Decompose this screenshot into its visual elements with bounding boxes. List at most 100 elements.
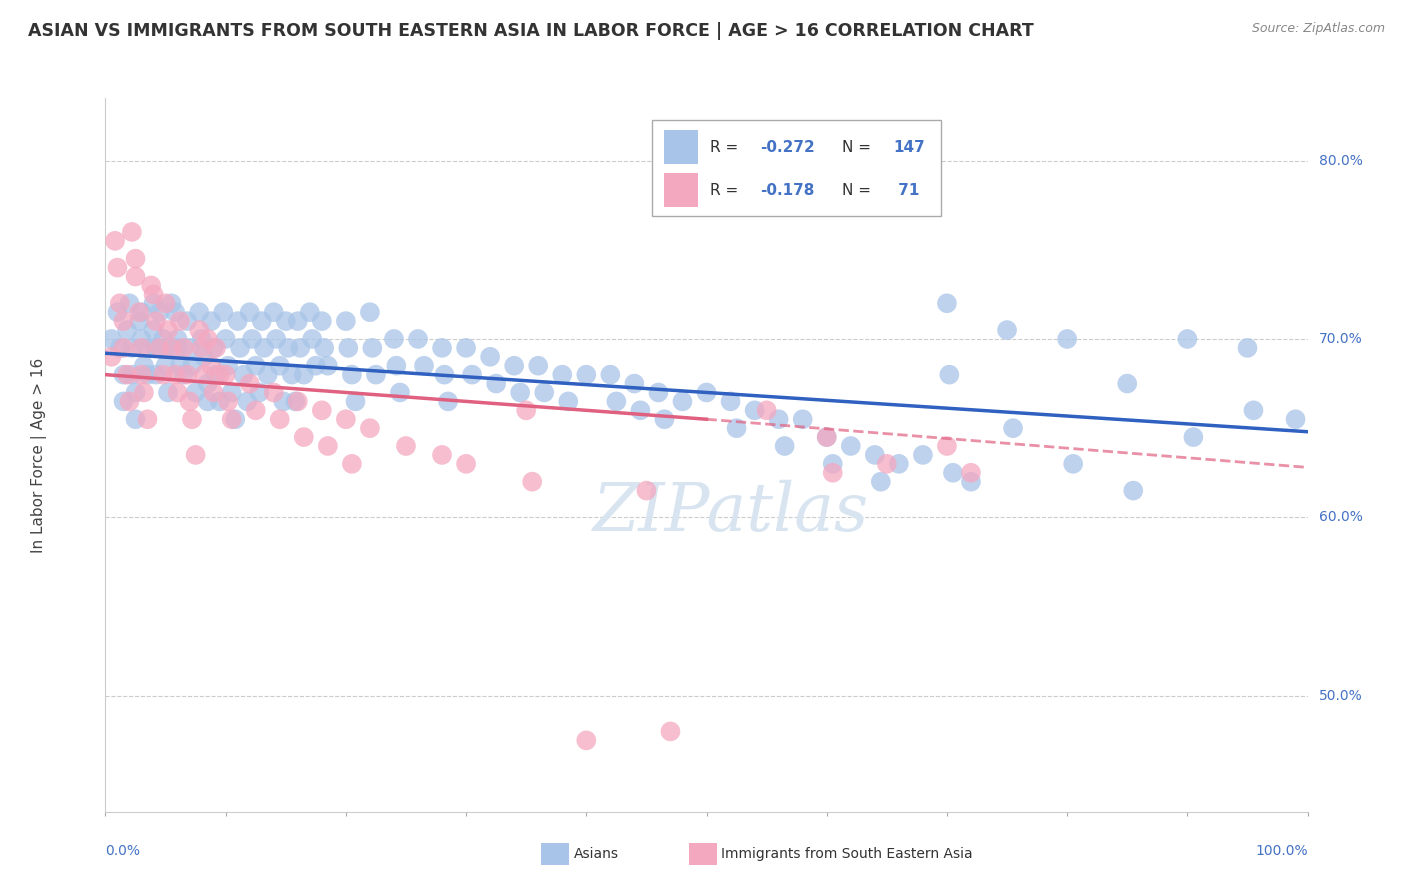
Text: -0.178: -0.178 xyxy=(761,183,815,198)
Point xyxy=(406,332,429,346)
Point xyxy=(214,368,236,382)
Point xyxy=(277,341,299,355)
Point xyxy=(960,466,983,480)
Point xyxy=(128,314,150,328)
Point xyxy=(696,385,718,400)
Point xyxy=(533,385,555,400)
Text: 0.0%: 0.0% xyxy=(105,844,141,858)
Point xyxy=(155,341,177,355)
Text: R =: R = xyxy=(710,140,744,155)
Point xyxy=(264,332,287,346)
Point xyxy=(152,368,174,382)
Point xyxy=(815,430,838,444)
Point xyxy=(557,394,579,409)
Point xyxy=(107,305,129,319)
Point xyxy=(132,385,155,400)
Point xyxy=(284,394,307,409)
Point xyxy=(124,385,146,400)
Point xyxy=(112,314,135,328)
Point xyxy=(142,287,165,301)
Point xyxy=(142,323,165,337)
Point xyxy=(100,350,122,364)
Point xyxy=(575,368,598,382)
Point xyxy=(226,314,249,328)
Point xyxy=(221,412,243,426)
Point xyxy=(269,412,291,426)
Point xyxy=(166,385,188,400)
Point xyxy=(139,278,162,293)
Point xyxy=(623,376,645,391)
Point xyxy=(202,341,225,355)
Point xyxy=(214,332,236,346)
Point xyxy=(942,466,965,480)
Point xyxy=(876,457,898,471)
Point xyxy=(335,314,357,328)
Point xyxy=(274,314,297,328)
Point xyxy=(454,341,477,355)
Text: ZIPatlas: ZIPatlas xyxy=(592,479,869,545)
Point xyxy=(121,225,143,239)
Point xyxy=(755,403,778,417)
Point xyxy=(108,296,131,310)
Point xyxy=(152,332,174,346)
Point xyxy=(454,457,477,471)
Point xyxy=(121,341,143,355)
Point xyxy=(364,368,387,382)
FancyBboxPatch shape xyxy=(652,120,941,216)
Point xyxy=(287,314,309,328)
Point xyxy=(169,314,191,328)
Point xyxy=(509,385,531,400)
Point xyxy=(821,457,844,471)
Point xyxy=(188,323,211,337)
Point xyxy=(773,439,796,453)
Point xyxy=(145,341,167,355)
Point xyxy=(311,314,333,328)
Point xyxy=(118,296,141,310)
Point xyxy=(193,368,215,382)
Point xyxy=(212,305,235,319)
Point xyxy=(181,412,204,426)
Point xyxy=(121,368,143,382)
Point xyxy=(205,341,228,355)
Point xyxy=(316,439,339,453)
Point xyxy=(725,421,748,435)
Text: 60.0%: 60.0% xyxy=(1319,510,1362,524)
Text: In Labor Force | Age > 16: In Labor Force | Age > 16 xyxy=(31,358,48,552)
Point xyxy=(720,394,742,409)
Point xyxy=(229,341,252,355)
Point xyxy=(301,332,323,346)
Point xyxy=(179,341,201,355)
Point xyxy=(208,368,231,382)
Point xyxy=(337,341,360,355)
Point xyxy=(311,403,333,417)
Point xyxy=(269,359,291,373)
Point xyxy=(221,385,243,400)
Point xyxy=(292,368,315,382)
Point xyxy=(124,412,146,426)
Point xyxy=(131,332,153,346)
Point xyxy=(112,341,135,355)
Point xyxy=(208,394,231,409)
Point xyxy=(247,385,270,400)
Point xyxy=(155,296,177,310)
Point xyxy=(166,332,188,346)
Point xyxy=(290,341,312,355)
Point xyxy=(131,368,153,382)
Point xyxy=(156,323,179,337)
Text: N =: N = xyxy=(842,183,876,198)
Point xyxy=(107,260,129,275)
Point xyxy=(821,466,844,480)
Point xyxy=(217,394,239,409)
Point xyxy=(200,359,222,373)
Point xyxy=(503,359,526,373)
Point xyxy=(197,394,219,409)
Point xyxy=(298,305,321,319)
Point xyxy=(316,359,339,373)
Point xyxy=(869,475,891,489)
Point xyxy=(385,359,408,373)
Point xyxy=(388,385,411,400)
Bar xyxy=(665,130,699,164)
Point xyxy=(335,412,357,426)
Point xyxy=(160,296,183,310)
Point xyxy=(104,234,127,248)
